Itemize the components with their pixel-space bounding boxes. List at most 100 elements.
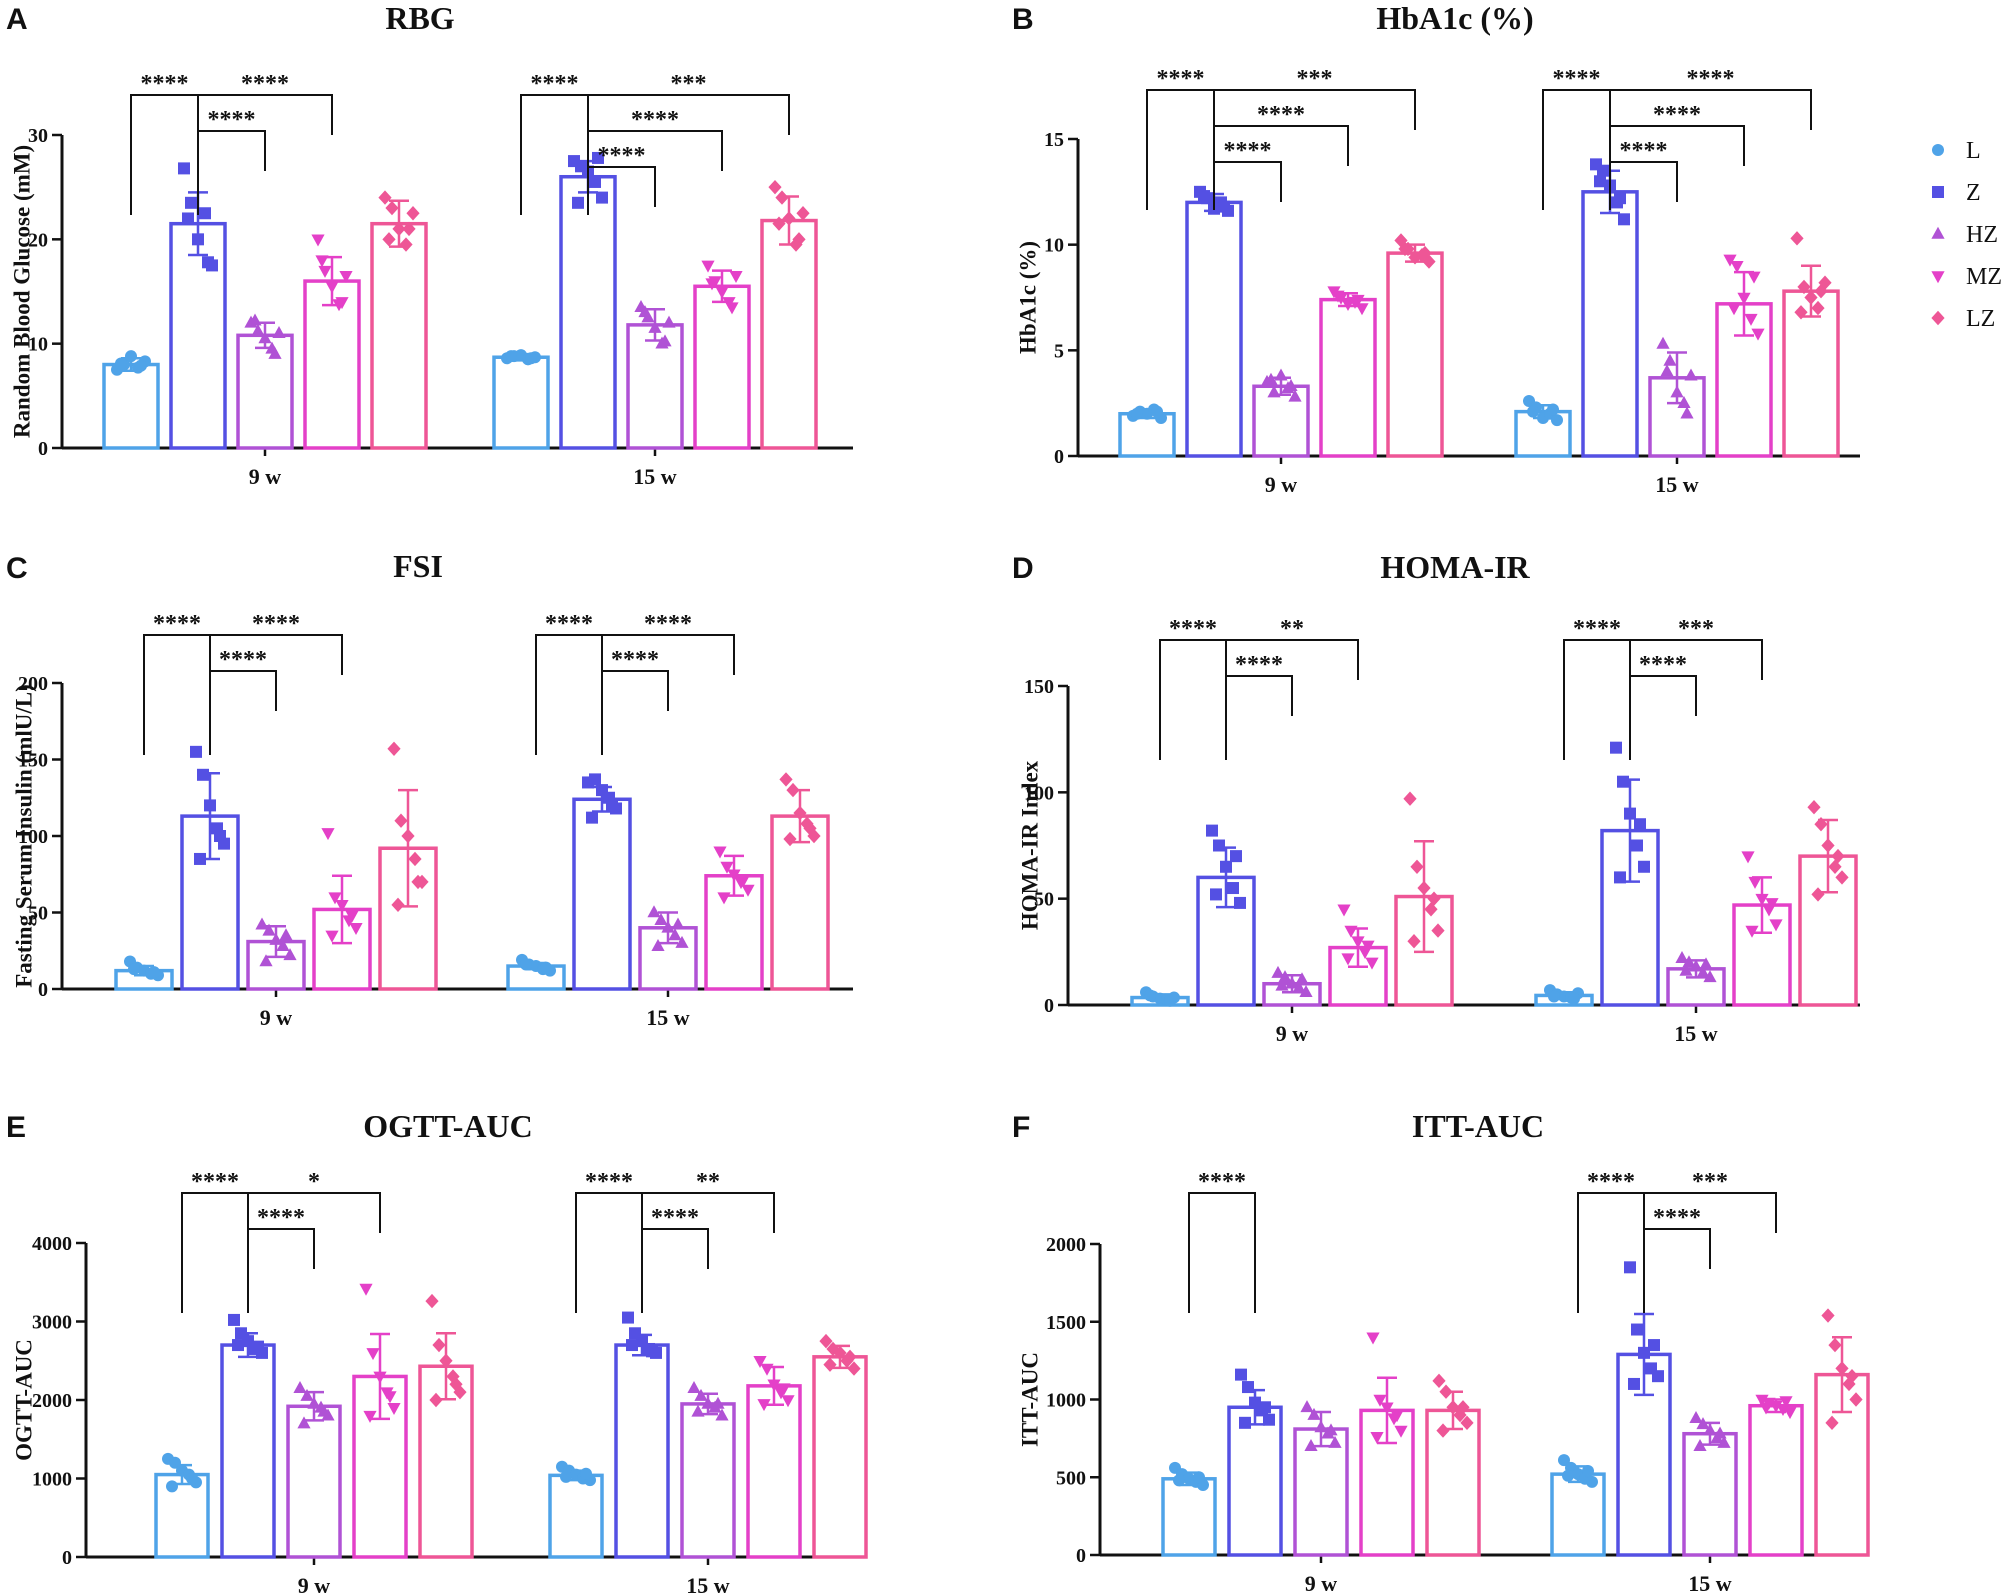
data-point-l [1173,1474,1185,1487]
significance-label: **** [191,1169,239,1195]
data-point-lz [1431,923,1445,938]
x-category-label: 15 w [633,464,677,489]
data-point-l [1193,1471,1205,1484]
data-point-hz [1703,1423,1717,1436]
data-point-mz [359,1283,373,1296]
significance-bracket [1213,161,1282,202]
bar-hz [1293,1427,1349,1557]
data-point-mz [1759,1402,1773,1415]
x-category-label: 15 w [646,1005,690,1030]
data-point-mz [753,1355,767,1368]
x-category-label: 15 w [686,1573,730,1596]
data-point-lz [401,828,415,844]
data-point-lz [1408,250,1422,265]
data-point-mz [311,234,325,247]
data-point-mz [757,1399,771,1412]
data-point-lz [1811,887,1825,902]
data-point-hz [258,331,272,344]
data-point-z [1206,824,1218,837]
y-tick-label: 15 [1044,129,1064,151]
data-point-l [520,958,532,971]
data-point-z [194,852,206,865]
significance-label: **** [1169,616,1217,642]
panel-title: RBG [385,0,454,36]
data-point-l [1562,1469,1574,1482]
data-point-z [1198,190,1210,203]
y-tick-label: 50 [1034,889,1054,911]
legend-marker-z [1932,186,1944,198]
data-point-lz [1453,1407,1467,1423]
data-point-lz [453,1384,467,1400]
data-point-z [1610,741,1622,754]
data-point-mz [720,861,734,874]
data-point-z [197,768,209,781]
data-point-mz [727,869,741,882]
data-point-z [1614,192,1626,205]
data-point-hz [255,917,269,930]
x-category-label: 9 w [1265,472,1298,497]
data-point-z [1594,175,1606,188]
data-point-z [1634,818,1646,831]
significance-bracket [1643,1228,1711,1269]
data-point-lz [432,1337,446,1353]
data-point-hz [1684,368,1698,381]
data-point-mz [328,892,342,905]
significance-bracket [1643,1192,1777,1233]
y-tick-label: 20 [28,229,48,251]
significance-label: **** [252,611,300,637]
data-point-l [1131,407,1143,420]
bar-z [169,221,227,450]
data-point-hz [1271,965,1285,978]
data-point-z [1617,775,1629,788]
panel-title: HOMA-IR [1380,549,1530,585]
significance-bracket [1609,89,1812,130]
x-category-label: 15 w [1688,1571,1732,1596]
data-point-z [586,811,598,824]
significance-label: **** [644,611,692,637]
y-axis-label: HbA1c (%) [1016,241,1041,354]
data-point-z [589,773,601,786]
significance-bracket [1609,125,1745,166]
data-point-l [1547,403,1559,416]
bar-l [154,1472,210,1559]
data-point-hz [1288,389,1302,402]
data-point-lz [782,211,796,226]
significance-label: * [308,1169,320,1195]
y-tick-label: 0 [62,1547,72,1569]
data-point-hz [1304,1438,1318,1451]
data-point-lz [1825,1415,1839,1431]
data-point-lz [1821,838,1835,853]
significance-bracket [587,94,790,135]
data-point-hz [648,320,662,333]
significance-label: **** [651,1205,699,1231]
data-point-mz [1341,953,1355,966]
data-point-z [252,1340,264,1353]
data-point-hz [1696,1417,1710,1430]
data-point-z [596,191,608,204]
data-point-lz [382,232,396,247]
data-point-hz [701,1396,715,1409]
data-point-lz [1460,1415,1474,1431]
data-point-z [202,256,214,269]
data-point-z [204,799,216,812]
data-point-hz [1703,970,1717,983]
data-point-lz [803,821,817,836]
data-point-l [166,1480,178,1493]
data-point-mz [1745,925,1759,938]
data-point-lz [1432,1373,1446,1389]
data-point-mz [373,1371,387,1384]
data-point-z [1227,882,1239,895]
data-point-mz [1394,1425,1408,1438]
data-point-lz [1394,233,1408,248]
data-point-lz [1410,859,1424,874]
y-tick-label: 1000 [1046,1390,1086,1412]
legend-label-z: Z [1966,180,1981,206]
data-point-hz [1307,1407,1321,1420]
data-point-lz [847,1361,861,1376]
significance-label: **** [1639,652,1687,678]
data-point-lz [1811,300,1825,316]
significance-label: **** [631,107,679,133]
data-point-lz [772,216,786,231]
bar-l [548,1473,604,1559]
data-point-hz [1324,1423,1338,1436]
